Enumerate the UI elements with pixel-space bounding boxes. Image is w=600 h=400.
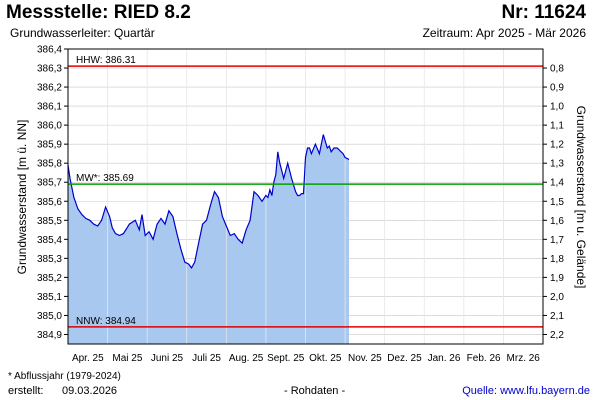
water-level-area	[68, 134, 349, 344]
source-link[interactable]: www.lfu.bayern.de	[500, 385, 590, 397]
x-tick-label: Juni 25	[151, 353, 184, 364]
left-tick-label: 385,0	[37, 311, 62, 322]
left-tick-label: 385,4	[37, 235, 62, 246]
x-tick-label: Juli 25	[192, 353, 221, 364]
right-tick-label: 2,0	[550, 292, 564, 303]
right-tick-label: 1,6	[550, 216, 564, 227]
month-grid-lines	[107, 49, 504, 344]
right-tick-label: 1,2	[550, 140, 564, 151]
x-tick-label: Feb. 26	[467, 353, 501, 364]
aquifer-subtitle: Grundwasserleiter: Quartär	[10, 26, 155, 40]
right-tick-label: 1,0	[550, 102, 564, 113]
right-tick-label: 1,9	[550, 273, 564, 284]
water-level-line	[67, 134, 350, 270]
x-axis-ticks: Apr. 25 Mai 25 Juni 25 Juli 25 Aug. 25 Sept. …	[72, 353, 540, 364]
right-tick-label: 1,7	[550, 235, 564, 246]
left-tick-label: 386,2	[37, 83, 62, 94]
left-tick-label: 386,0	[37, 121, 62, 132]
left-tick-label: 386,1	[37, 102, 62, 113]
source-prefix: Quelle:	[462, 385, 498, 397]
x-tick-label: Sept. 25	[267, 353, 305, 364]
source-label: Quelle: www.lfu.bayern.de	[462, 385, 590, 397]
x-tick-label: Okt. 25	[309, 353, 342, 364]
right-tick-label: 1,4	[550, 178, 564, 189]
footnote: * Abflussjahr (1979-2024)	[8, 371, 121, 382]
x-tick-label: Mrz. 26	[507, 353, 541, 364]
y-axis-title-right: Grundwasserstand [m u. Gelände]	[574, 106, 588, 289]
reference-line-label: MW*: 385.69	[76, 173, 134, 184]
reference-lines: HHW: 386.31 MW*: 385.69 NNW: 384.94	[68, 55, 543, 328]
right-tick-label: 1,3	[550, 159, 564, 170]
x-tick-label: Nov. 25	[348, 353, 382, 364]
right-tick-label: 0,9	[550, 83, 564, 94]
created-label: erstellt:	[8, 385, 44, 397]
station-title: Messstelle: RIED 8.2	[6, 2, 191, 23]
left-tick-label: 386,4	[37, 45, 62, 56]
reference-line-label: HHW: 386.31	[76, 55, 136, 66]
station-number: Nr: 11624	[501, 2, 586, 23]
right-tick-label: 2,2	[550, 330, 564, 341]
left-tick-label: 385,8	[37, 159, 62, 170]
left-tick-label: 385,2	[37, 273, 62, 284]
x-tick-label: Jan. 26	[428, 353, 461, 364]
left-tick-label: 385,7	[37, 178, 62, 189]
left-tick-label: 386,3	[37, 64, 62, 75]
left-tick-label: 385,6	[37, 197, 62, 208]
left-tick-label: 385,1	[37, 292, 62, 303]
data-type-label: - Rohdaten -	[284, 385, 346, 397]
y-axis-title-left: Grundwasserstand [m ü. NN]	[15, 120, 29, 275]
right-tick-label: 0,8	[550, 64, 564, 75]
reference-line-label: NNW: 384.94	[76, 316, 136, 327]
left-tick-label: 384,9	[37, 330, 62, 341]
period-label: Zeitraum: Apr 2025 - Mär 2026	[422, 26, 586, 40]
x-tick-label: Mai 25	[112, 353, 142, 364]
left-tick-label: 385,9	[37, 140, 62, 151]
right-axis-ticks: 0,8 0,9 1,0 1,1 1,2 1,3 1,4 1,5 1,6 1,7 1,8 1,9 2,0 2…	[543, 64, 564, 341]
plot-frame	[67, 48, 544, 345]
right-tick-label: 1,8	[550, 254, 564, 265]
x-tick-label: Aug. 25	[229, 353, 264, 364]
x-tick-label: Apr. 25	[72, 353, 104, 364]
right-tick-label: 1,5	[550, 197, 564, 208]
left-tick-label: 385,5	[37, 216, 62, 227]
right-tick-label: 1,1	[550, 121, 564, 132]
created-date: 09.03.2026	[62, 385, 118, 397]
left-tick-label: 385,3	[37, 254, 62, 265]
x-tick-label: Dez. 25	[387, 353, 422, 364]
left-axis-ticks: 384,9 385,0 385,1 385,2 385,3 385,4 385,5 385,6…	[37, 45, 68, 341]
right-tick-label: 2,1	[550, 311, 564, 322]
